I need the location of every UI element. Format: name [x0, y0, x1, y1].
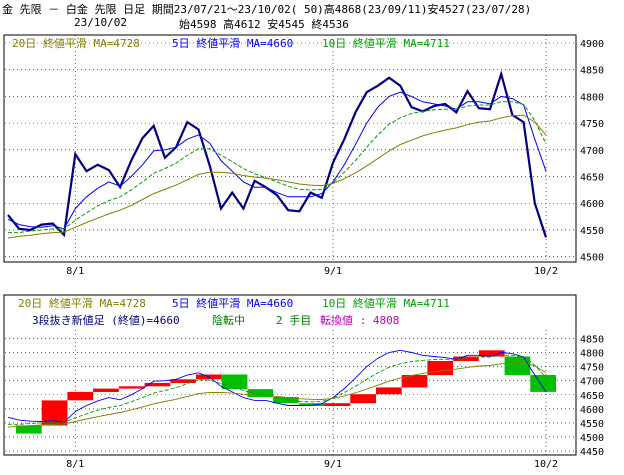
lower-plot-frame: [3, 294, 577, 456]
y-tick-label: 4500: [580, 433, 604, 444]
up-brick: [93, 388, 119, 392]
ma20-line: [7, 114, 547, 239]
x-tick-label: 10/2: [534, 459, 558, 470]
upper-gridlines: [5, 35, 575, 262]
up-brick: [41, 400, 68, 426]
trend-count: 2 手目: [276, 313, 311, 327]
three-line-break-bricks: [16, 350, 556, 434]
down-brick: [221, 374, 248, 390]
x-tick-label: 8/1: [66, 459, 84, 470]
turn-value: 転換値 : 4808: [320, 314, 399, 327]
period-summary: 金 先限 － 白金 先限 日足 期間23/07/21～23/10/02( 50)…: [2, 3, 532, 16]
lower-ma20-line: [7, 361, 547, 428]
break-chart-label: 3段抜き新値足 (終値)=4660: [32, 313, 180, 327]
current-date: 23/10/02: [74, 16, 127, 29]
up-brick: [401, 375, 428, 388]
lower-legend-ma10: 10日 終値平滑 MA=4711: [322, 296, 450, 310]
y-tick-label: 4800: [580, 92, 604, 103]
lower-y-axis: 4450 4500 4550 4600 4650 4700 4750 4800 4850: [580, 334, 604, 458]
upper-plot-frame: [3, 34, 577, 263]
up-brick: [427, 361, 454, 376]
legend-ma20: 20日 終値平滑 MA=4728: [12, 36, 140, 50]
lower-gridlines: [5, 330, 575, 455]
header-line-2: 23/10/02 始4598 高4612 安4545 終4536: [0, 16, 624, 31]
up-brick: [376, 387, 402, 395]
y-tick-label: 4850: [580, 66, 604, 77]
up-brick: [170, 379, 196, 383]
down-brick: [504, 356, 531, 376]
up-brick: [118, 386, 145, 389]
y-tick-label: 4700: [580, 146, 604, 157]
y-tick-label: 4900: [580, 39, 604, 50]
down-brick: [530, 375, 556, 392]
y-tick-label: 4650: [580, 173, 604, 184]
x-tick-label: 9/1: [324, 459, 342, 470]
upper-y-axis: 4500 4550 4600 4650 4700 4750 4800 4850 4900: [580, 39, 604, 264]
ohlc-values: 始4598 高4612 安4545 終4536: [179, 18, 349, 31]
x-tick-label: 8/1: [66, 266, 84, 277]
lower-ma5-line: [7, 349, 547, 423]
up-brick: [350, 394, 376, 404]
upper-series-lines: [7, 70, 548, 239]
y-tick-label: 4550: [580, 226, 604, 237]
up-brick: [478, 350, 505, 357]
down-brick: [273, 397, 299, 404]
ma10-line: [8, 101, 547, 234]
y-tick-label: 4500: [580, 253, 604, 264]
y-tick-label: 4800: [580, 349, 604, 360]
x-tick-label: 9/1: [324, 266, 342, 277]
down-brick: [298, 403, 325, 406]
y-tick-label: 4600: [580, 405, 604, 416]
up-brick: [144, 382, 171, 387]
lower-series-lines: [7, 349, 547, 428]
y-tick-label: 4650: [580, 391, 604, 402]
lower-ma10-line: [8, 354, 547, 425]
up-brick: [67, 391, 94, 401]
close-line: [7, 70, 548, 238]
y-tick-label: 4850: [580, 334, 604, 345]
lower-x-axis: 8/1 9/1 10/2: [66, 459, 558, 470]
down-brick: [16, 425, 42, 434]
y-tick-label: 4700: [580, 377, 604, 388]
up-brick: [324, 403, 351, 406]
header-line-1: 金 先限 － 白金 先限 日足 期間23/07/21～23/10/02( 50)…: [0, 0, 624, 16]
y-tick-label: 4550: [580, 419, 604, 430]
legend-ma5: 5日 終値平滑 MA=4660: [172, 36, 293, 50]
x-tick-label: 10/2: [534, 266, 558, 277]
down-brick: [247, 389, 274, 397]
y-tick-label: 4450: [580, 447, 604, 458]
lower-legend-ma20: 20日 終値平滑 MA=4728: [18, 296, 146, 310]
up-brick: [453, 356, 479, 361]
lower-legend-ma5: 5日 終値平滑 MA=4660: [172, 296, 293, 310]
y-tick-label: 4750: [580, 119, 604, 130]
upper-x-axis: 8/1 9/1 10/2: [66, 266, 558, 277]
legend-ma10: 10日 終値平滑 MA=4711: [322, 36, 450, 50]
y-tick-label: 4750: [580, 363, 604, 374]
trend-status: 陰転中: [212, 313, 245, 327]
y-tick-label: 4600: [580, 199, 604, 210]
